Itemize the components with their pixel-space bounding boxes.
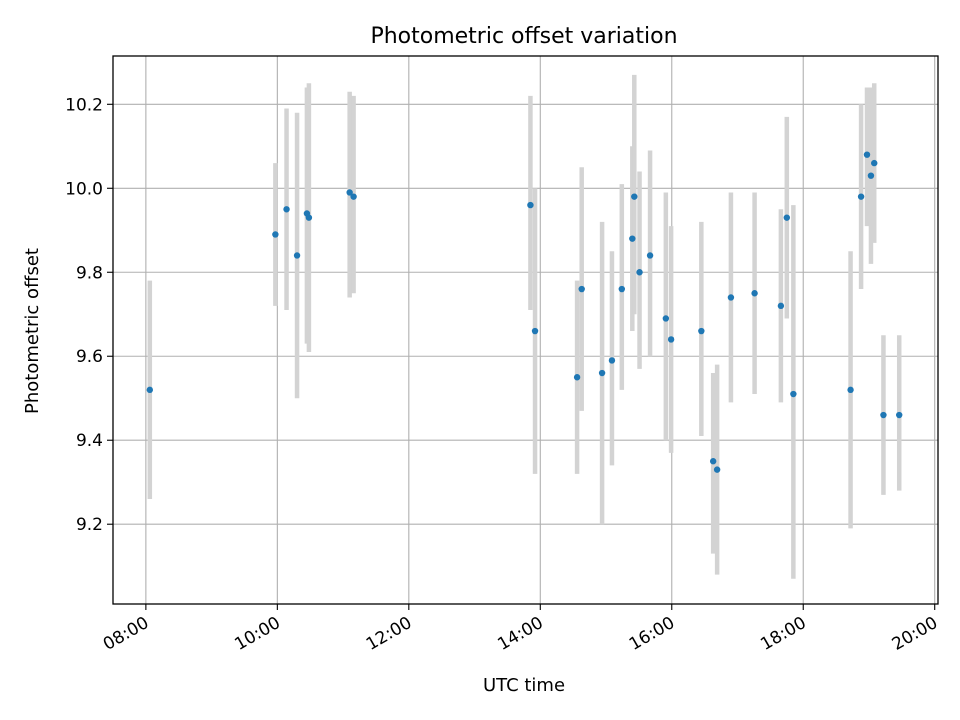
data-point	[783, 214, 791, 221]
data-point	[727, 294, 735, 301]
data-point	[751, 290, 758, 297]
data-point	[636, 269, 643, 276]
data-point	[777, 302, 785, 310]
data-point	[346, 189, 353, 196]
data-point	[713, 466, 721, 473]
x-axis-label: UTC time	[483, 675, 565, 696]
data-point	[629, 235, 636, 242]
y-tick-label: 9.6	[76, 347, 103, 367]
y-tick-label: 9.4	[76, 431, 103, 451]
data-point	[305, 214, 313, 221]
y-axis-label: Photometric offset	[22, 248, 43, 414]
y-tick-label: 10.0	[65, 179, 103, 199]
data-point	[283, 206, 290, 213]
y-tick-label: 9.2	[76, 515, 103, 535]
data-point	[847, 386, 854, 394]
data-point	[293, 252, 301, 259]
data-point	[350, 193, 357, 200]
data-point	[667, 336, 675, 343]
data-point	[631, 193, 638, 200]
data-point	[272, 231, 279, 238]
data-point	[573, 374, 581, 381]
data-point	[871, 159, 878, 167]
data-point	[896, 411, 903, 419]
data-point	[646, 252, 654, 259]
data-points	[146, 151, 903, 473]
plot-frame	[112, 55, 939, 605]
data-point	[527, 201, 534, 209]
data-point	[618, 285, 626, 293]
data-point	[608, 357, 616, 364]
data-point	[867, 172, 875, 179]
data-point	[857, 193, 865, 200]
data-point	[146, 386, 154, 394]
data-point	[863, 151, 871, 158]
data-point	[578, 285, 585, 293]
data-point	[790, 390, 797, 398]
data-point	[709, 458, 717, 465]
chart-title: Photometric offset variation	[370, 24, 677, 49]
y-tick-label: 9.8	[76, 263, 103, 283]
y-tick-label: 10.2	[65, 95, 103, 115]
data-point	[531, 327, 539, 335]
data-point	[662, 315, 670, 322]
data-point	[698, 327, 705, 335]
data-point	[598, 369, 606, 377]
data-point	[880, 411, 887, 419]
